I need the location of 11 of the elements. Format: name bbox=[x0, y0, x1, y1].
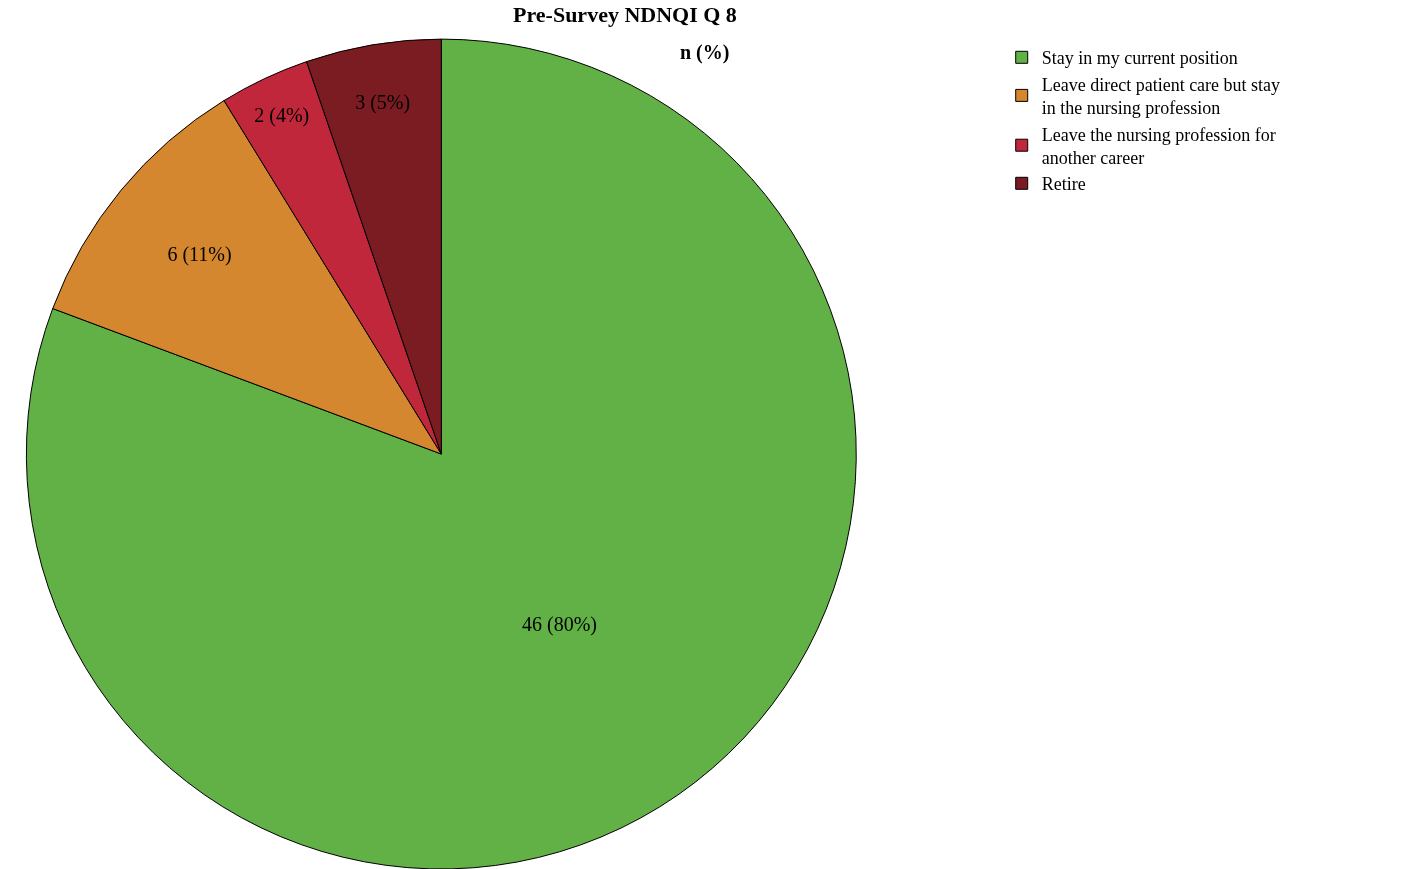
pie-slice bbox=[25, 38, 857, 869]
legend-label: Retire bbox=[1041, 174, 1086, 195]
chart-title: Pre-Survey NDNQI Q 8 bbox=[513, 2, 737, 27]
data-label: 6 (11%) bbox=[167, 243, 232, 267]
data-label: 46 (80%) bbox=[522, 613, 598, 637]
chart-subtitle: n (%) bbox=[680, 41, 730, 64]
data-label: 3 (5%) bbox=[355, 91, 411, 115]
data-label: 2 (4%) bbox=[254, 104, 310, 128]
legend-label: Stay in my current position bbox=[1041, 48, 1238, 69]
legend-label: Leave direct patient care but stay in the nursing profession bbox=[1041, 74, 1281, 119]
legend-label: Leave the nursing profession for another career bbox=[1041, 124, 1276, 168]
